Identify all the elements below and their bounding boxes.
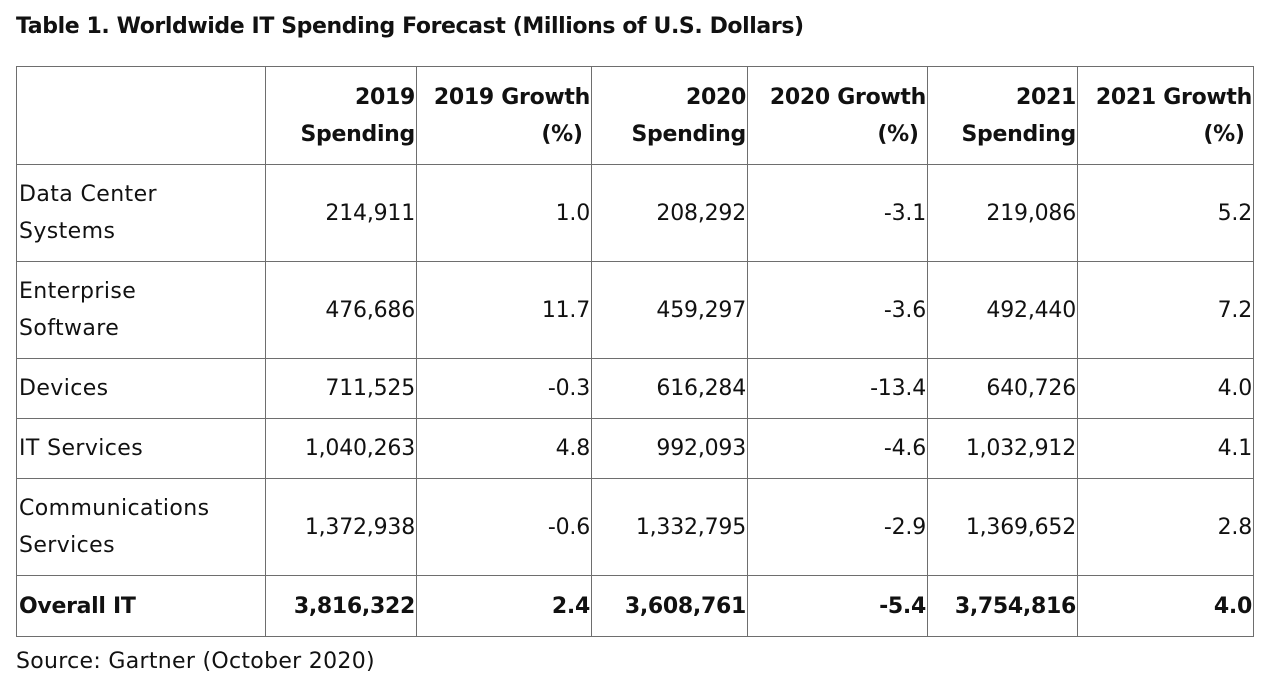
- table-title: Table 1. Worldwide IT Spending Forecast …: [16, 14, 804, 39]
- row-label: Enterprise Software: [16, 261, 266, 359]
- total-cell: 3,608,761: [591, 575, 748, 637]
- header-row: 2019 Spending 2019 Growth (%) 2020 Spending…: [16, 66, 1254, 165]
- table-cell: -0.6: [416, 478, 592, 576]
- total-cell: 2.4: [416, 575, 592, 637]
- column-header: 2019 Spending: [265, 66, 417, 165]
- table-cell: 1,372,938: [265, 478, 417, 576]
- row-label: IT Services: [16, 418, 266, 479]
- column-header: 2019 Growth (%): [416, 66, 592, 165]
- table-cell: -4.6: [747, 418, 928, 479]
- total-cell: 3,816,322: [265, 575, 417, 637]
- row-label: Devices: [16, 358, 266, 419]
- table-row: Data Center Systems 214,911 1.0 208,292 -…: [16, 164, 1254, 262]
- table-cell: 1,332,795: [591, 478, 748, 576]
- table-cell: 11.7: [416, 261, 592, 359]
- table-cell: -2.9: [747, 478, 928, 576]
- table-cell: 492,440: [927, 261, 1078, 359]
- total-cell: 4.0: [1077, 575, 1254, 637]
- total-label: Overall IT: [16, 575, 266, 637]
- table-cell: 992,093: [591, 418, 748, 479]
- table-row: Communications Services 1,372,938 -0.6 1,…: [16, 478, 1254, 576]
- table-row: IT Services 1,040,263 4.8 992,093 -4.6 1…: [16, 418, 1254, 479]
- table-cell: 219,086: [927, 164, 1078, 262]
- table-cell: 4.0: [1077, 358, 1254, 419]
- row-label: Data Center Systems: [16, 164, 266, 262]
- table-cell: 1,369,652: [927, 478, 1078, 576]
- table-cell: 1,040,263: [265, 418, 417, 479]
- table-cell: -0.3: [416, 358, 592, 419]
- table-cell: 711,525: [265, 358, 417, 419]
- table-cell: 7.2: [1077, 261, 1254, 359]
- total-cell: 3,754,816: [927, 575, 1078, 637]
- total-row: Overall IT 3,816,322 2.4 3,608,761 -5.4 …: [16, 575, 1254, 637]
- total-cell: -5.4: [747, 575, 928, 637]
- column-header: 2021 Spending: [927, 66, 1078, 165]
- column-header: 2020 Spending: [591, 66, 748, 165]
- table-cell: 4.1: [1077, 418, 1254, 479]
- table-cell: 2.8: [1077, 478, 1254, 576]
- table-cell: -3.1: [747, 164, 928, 262]
- table-cell: -13.4: [747, 358, 928, 419]
- table-cell: 616,284: [591, 358, 748, 419]
- column-header: 2021 Growth (%): [1077, 66, 1254, 165]
- row-label: Communications Services: [16, 478, 266, 576]
- table-row: Enterprise Software 476,686 11.7 459,297 …: [16, 261, 1254, 359]
- table-cell: 1.0: [416, 164, 592, 262]
- header-empty-cell: [16, 66, 266, 165]
- column-header: 2020 Growth (%): [747, 66, 928, 165]
- table-cell: 214,911: [265, 164, 417, 262]
- source-note: Source: Gartner (October 2020): [16, 649, 375, 674]
- table-cell: 640,726: [927, 358, 1078, 419]
- table-cell: 5.2: [1077, 164, 1254, 262]
- table-cell: 459,297: [591, 261, 748, 359]
- table-cell: 1,032,912: [927, 418, 1078, 479]
- table-cell: 4.8: [416, 418, 592, 479]
- spending-table: 2019 Spending 2019 Growth (%) 2020 Spending…: [16, 66, 1254, 637]
- table-row: Devices 711,525 -0.3 616,284 -13.4 640,7…: [16, 358, 1254, 419]
- table-cell: 476,686: [265, 261, 417, 359]
- table-cell: 208,292: [591, 164, 748, 262]
- table-cell: -3.6: [747, 261, 928, 359]
